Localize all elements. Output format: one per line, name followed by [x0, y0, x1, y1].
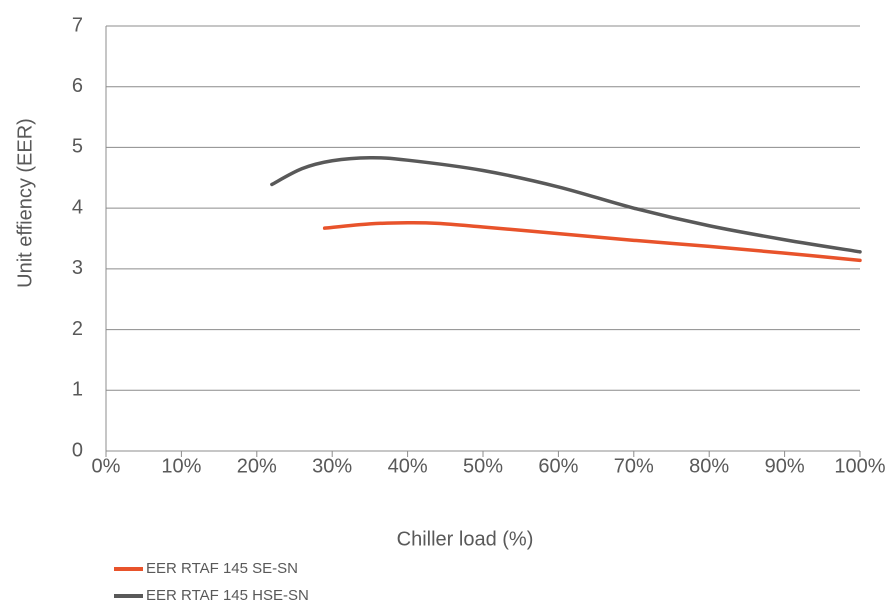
series-line-hse-sn [270, 155, 862, 254]
series-line-se-sn [322, 220, 862, 263]
legend: EER RTAF 145 SE-SN EER RTAF 145 HSE-SN [114, 560, 309, 604]
x-axis-tick-labels: 0% 10% 20% 30% 40% 50% 60% 70% 80% 90% 100% [92, 455, 886, 477]
x-tick-label: 70% [614, 455, 654, 477]
y-axis-tick-labels: 0 1 2 3 4 5 6 7 [72, 14, 83, 461]
x-tick-label: 80% [689, 455, 729, 477]
legend-label-se-sn: EER RTAF 145 SE-SN [146, 560, 298, 577]
legend-label-hse-sn: EER RTAF 145 HSE-SN [146, 587, 309, 604]
y-tick-label: 2 [72, 318, 83, 340]
y-tick-label: 3 [72, 257, 83, 279]
y-tick-label: 6 [72, 75, 83, 97]
y-tick-label: 4 [72, 196, 83, 218]
y-tick-label: 1 [72, 379, 83, 401]
series-lines [270, 155, 862, 263]
x-tick-label: 90% [765, 455, 805, 477]
x-tick-label: 50% [463, 455, 503, 477]
x-tick-label: 40% [388, 455, 428, 477]
y-tick-label: 5 [72, 136, 83, 158]
x-tick-label: 100% [834, 455, 885, 477]
legend-item[interactable]: EER RTAF 145 SE-SN [114, 560, 298, 577]
y-tick-label: 7 [72, 14, 83, 36]
x-tick-label: 0% [92, 455, 121, 477]
axes [105, 26, 861, 457]
x-tick-label: 60% [538, 455, 578, 477]
y-axis-title: Unit effiency (EER) [14, 118, 36, 288]
x-tick-label: 20% [237, 455, 277, 477]
legend-item[interactable]: EER RTAF 145 HSE-SN [114, 587, 309, 604]
x-tick-label: 30% [312, 455, 352, 477]
x-axis-title: Chiller load (%) [397, 528, 534, 550]
y-tick-label: 0 [72, 439, 83, 461]
grid-lines [106, 25, 860, 391]
x-tick-label: 10% [161, 455, 201, 477]
